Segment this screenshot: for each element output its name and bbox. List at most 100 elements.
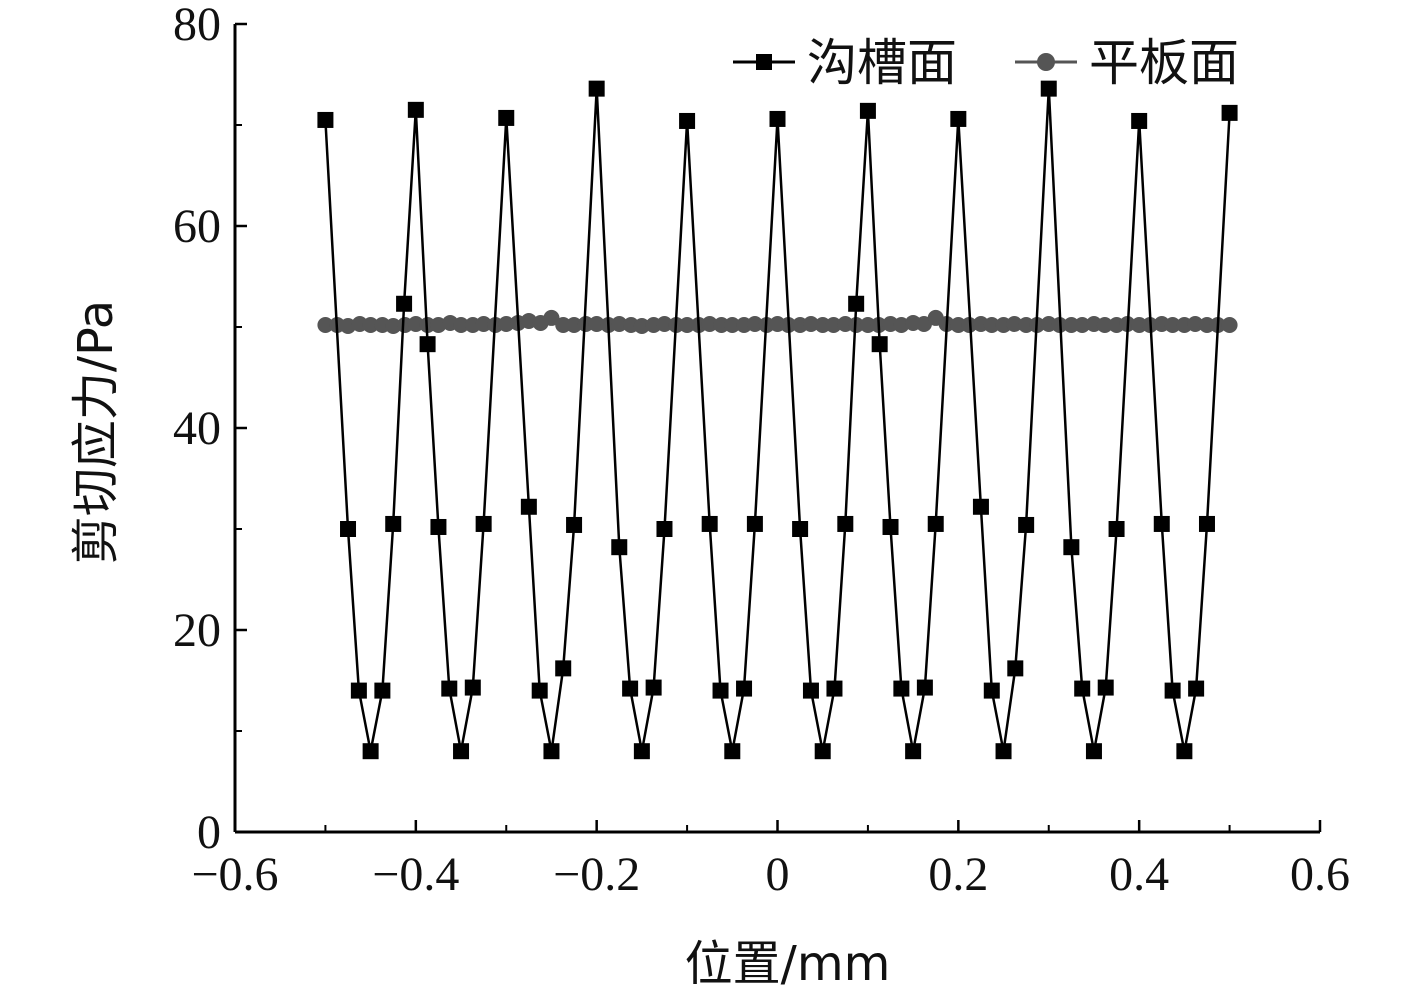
data-point-square <box>1018 516 1035 533</box>
data-point-circle <box>1164 316 1181 333</box>
data-point-square <box>1063 539 1080 556</box>
legend-label: 平板面 <box>1089 34 1239 92</box>
data-point-circle <box>407 315 424 332</box>
data-point-square <box>905 743 922 760</box>
data-point-square <box>995 743 1012 760</box>
data-point-square <box>1007 660 1024 677</box>
data-point-square <box>916 679 933 696</box>
data-point-square <box>1153 515 1170 532</box>
data-point-circle <box>385 317 402 334</box>
data-point-square <box>555 660 572 677</box>
data-point-square <box>1085 743 1102 760</box>
x-tick-label: 0 <box>766 848 790 901</box>
legend-label: 沟槽面 <box>807 34 957 92</box>
data-point-square <box>950 110 967 127</box>
data-point-circle <box>724 316 741 333</box>
data-point-square <box>882 518 899 535</box>
data-point-circle <box>611 315 628 332</box>
data-point-circle <box>498 315 515 332</box>
x-tick-label: 0.6 <box>1290 848 1350 901</box>
data-point-square <box>679 112 696 129</box>
data-point-square <box>419 336 436 353</box>
data-point-circle <box>802 315 819 332</box>
axes: 0 20 40 60 80 −0.6 −0.4 −0.2 0 0.2 0.4 0.6 <box>173 0 1350 901</box>
data-point-circle <box>475 315 492 332</box>
data-point-square <box>350 682 367 699</box>
x-axis-label: 位置/mm <box>685 936 891 992</box>
data-point-circle <box>1006 315 1023 332</box>
y-tick-label: 60 <box>173 200 221 253</box>
data-point-square <box>972 498 989 515</box>
data-point-square <box>340 521 357 537</box>
data-point-square <box>1198 515 1215 532</box>
legend-circle-marker <box>1037 53 1055 71</box>
x-tick-label: −0.2 <box>553 848 640 901</box>
data-point-circle <box>1074 316 1091 333</box>
data-point-square <box>611 539 628 556</box>
series-grooved-surface <box>317 80 1238 760</box>
data-point-square <box>362 743 379 760</box>
data-point-circle <box>1187 315 1204 332</box>
series-flat-plate <box>317 309 1238 334</box>
data-point-square <box>1176 743 1193 760</box>
data-point-circle <box>430 316 447 333</box>
data-point-circle <box>543 309 560 326</box>
data-point-square <box>983 682 1000 699</box>
data-point-circle <box>893 316 910 333</box>
data-point-square <box>802 682 819 699</box>
data-point-square <box>498 109 515 126</box>
data-point-square <box>645 679 662 696</box>
data-point-square <box>441 680 458 697</box>
data-point-square <box>1040 80 1057 97</box>
data-point-square <box>656 521 673 537</box>
data-point-square <box>736 680 753 697</box>
data-point-square <box>814 743 831 760</box>
data-point-circle <box>915 315 932 332</box>
x-tick-label: −0.4 <box>372 848 459 901</box>
data-point-circle <box>983 316 1000 333</box>
data-point-circle <box>701 315 718 332</box>
data-point-circle <box>746 315 763 332</box>
data-point-square <box>893 680 910 697</box>
y-tick-label: 20 <box>173 604 221 657</box>
data-point-circle <box>679 316 696 333</box>
data-point-circle <box>566 316 583 333</box>
data-point-square <box>385 515 402 532</box>
data-point-circle <box>588 315 605 332</box>
data-point-square <box>724 743 741 760</box>
data-point-square <box>1188 680 1205 697</box>
data-point-circle <box>656 315 673 332</box>
data-point-square <box>396 295 413 312</box>
data-point-square <box>701 515 718 532</box>
data-point-circle <box>362 316 379 333</box>
data-point-square <box>453 743 470 760</box>
data-point-square <box>769 110 786 127</box>
data-point-square <box>464 679 481 696</box>
data-point-square <box>430 518 447 535</box>
data-point-square <box>1131 112 1148 129</box>
data-point-square <box>1221 104 1238 121</box>
data-point-square <box>588 80 605 97</box>
y-axis-label: 剪切应力/Pa <box>68 300 124 564</box>
data-point-square <box>374 682 391 699</box>
data-point-square <box>792 521 809 537</box>
data-point-square <box>543 743 560 760</box>
y-tick-label: 40 <box>173 402 221 455</box>
data-point-circle <box>340 317 357 334</box>
x-tick-label: −0.6 <box>191 848 278 901</box>
data-point-square <box>317 111 334 128</box>
data-point-square <box>633 743 650 760</box>
data-point-square <box>826 680 843 697</box>
data-point-square <box>622 680 639 697</box>
data-point-square <box>1074 680 1091 697</box>
x-tick-label: 0.4 <box>1109 848 1169 901</box>
data-point-square <box>1108 521 1125 537</box>
data-point-circle <box>825 316 842 333</box>
data-point-circle <box>317 316 334 333</box>
y-tick-label: 80 <box>173 0 221 51</box>
data-point-square <box>566 516 583 533</box>
series-layer <box>317 80 1238 760</box>
data-point-square <box>837 515 854 532</box>
data-point-square <box>871 336 888 353</box>
